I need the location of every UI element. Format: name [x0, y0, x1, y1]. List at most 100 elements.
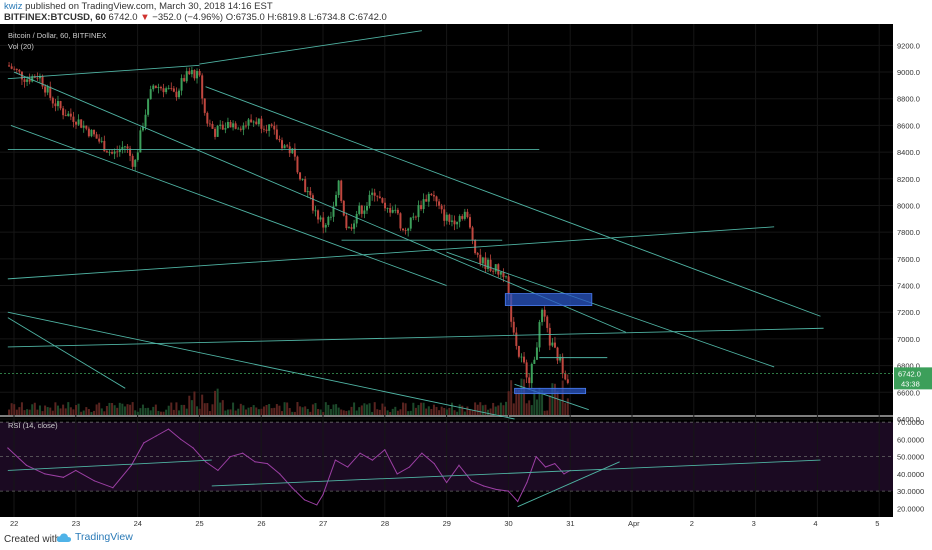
chart-canvas[interactable]: 9200.0 9000.0 8800.0 8600.0 8400.0 8200.0 8000…	[0, 24, 932, 528]
volume-bar	[247, 407, 250, 415]
candle-body	[304, 179, 307, 193]
rsi-point	[44, 473, 46, 475]
candle-body	[299, 172, 302, 180]
candle-body	[512, 321, 515, 333]
volume-bar	[229, 409, 232, 415]
volume-bar	[116, 407, 119, 415]
candle-body	[278, 139, 281, 141]
rsi-point	[192, 447, 194, 449]
volume-bar	[103, 411, 106, 415]
candle-body	[445, 214, 448, 221]
volume-bar	[409, 410, 412, 415]
candle-body	[384, 202, 387, 209]
trendline	[199, 30, 422, 65]
candle-body	[80, 119, 83, 128]
author-link[interactable]: kwiz	[4, 1, 23, 12]
volume-bar	[304, 406, 307, 415]
volume-bar	[250, 407, 253, 415]
price-tick-label: 7800.0	[897, 228, 920, 237]
candle-body	[103, 140, 106, 152]
volume-bar	[510, 380, 513, 415]
candle-body	[430, 193, 433, 196]
chart-header: kwiz published on TradingView.com, March…	[0, 0, 932, 24]
candle-body	[216, 125, 219, 137]
volume-bar	[203, 403, 206, 415]
candle-body	[484, 257, 487, 269]
volume-bar	[206, 403, 209, 415]
candle-body	[82, 125, 85, 128]
rsi-tick-label: 40.0000	[897, 470, 924, 479]
volume-bar	[273, 407, 276, 415]
candle-body	[301, 179, 304, 180]
candle-body	[105, 151, 108, 153]
volume-bar	[18, 407, 21, 415]
volume-bar	[425, 408, 428, 415]
volume-bar	[296, 402, 299, 415]
trendline	[205, 86, 821, 317]
candle-body	[479, 254, 482, 264]
rsi-point	[554, 462, 556, 465]
candle-body	[62, 108, 65, 116]
rsi-trendline	[517, 461, 620, 508]
volume-bar	[255, 407, 258, 415]
volume-bar	[237, 408, 240, 415]
price-tick-label: 9200.0	[897, 41, 920, 50]
volume-bar	[38, 405, 41, 415]
candle-body	[417, 205, 420, 218]
volume-bar	[33, 402, 36, 415]
footer: Created with TradingView	[0, 528, 932, 550]
rsi-point	[495, 488, 497, 491]
candle-body	[234, 123, 237, 129]
candle-body	[162, 88, 165, 93]
candle-body	[154, 85, 157, 89]
candle-body	[368, 194, 371, 206]
candle-body	[170, 88, 173, 89]
tradingview-logo[interactable]: TradingView	[56, 531, 133, 543]
volume-bar	[453, 410, 456, 415]
candle-body	[175, 91, 178, 98]
candle-body	[425, 199, 428, 202]
candle-body	[523, 356, 526, 363]
rsi-point	[470, 480, 472, 482]
volume-bar	[484, 404, 487, 415]
candle-body	[147, 99, 150, 115]
volume-bar	[463, 411, 466, 415]
candle-body	[456, 221, 459, 225]
candle-body	[296, 156, 299, 173]
volume-bar	[172, 409, 175, 415]
volume-bar	[515, 389, 518, 415]
candle-body	[13, 68, 16, 70]
rsi-point	[396, 473, 398, 475]
volume-bar	[291, 411, 294, 415]
candle-body	[165, 88, 168, 93]
volume-bar	[528, 400, 531, 415]
candle-body	[157, 87, 160, 89]
candle-body	[59, 101, 62, 109]
volume-bar	[15, 409, 18, 415]
candle-body	[543, 309, 546, 317]
candle-body	[427, 193, 430, 202]
candle-body	[178, 90, 181, 98]
volume-bar	[46, 407, 49, 415]
volume-bar	[288, 408, 291, 415]
time-tick-label: 28	[381, 519, 389, 528]
time-tick-label: 24	[134, 519, 142, 528]
volume-bar	[422, 402, 425, 415]
volume-bar	[180, 404, 183, 415]
volume-bar	[533, 389, 536, 415]
price-tick-label: 7600.0	[897, 255, 920, 264]
volume-bar	[489, 408, 492, 415]
time-tick-label: 2	[690, 519, 694, 528]
time-tick-label: 4	[813, 519, 817, 528]
volume-bar	[144, 408, 147, 415]
volume-bar	[85, 407, 88, 415]
candle-body	[219, 124, 222, 126]
volume-bar	[317, 409, 320, 415]
volume-bar	[561, 380, 564, 415]
rsi-point	[483, 485, 485, 487]
volume-bar	[523, 379, 526, 415]
volume-bar	[525, 403, 528, 415]
volume-bar	[378, 409, 381, 415]
volume-bar	[8, 409, 11, 415]
candle-body	[438, 201, 441, 206]
